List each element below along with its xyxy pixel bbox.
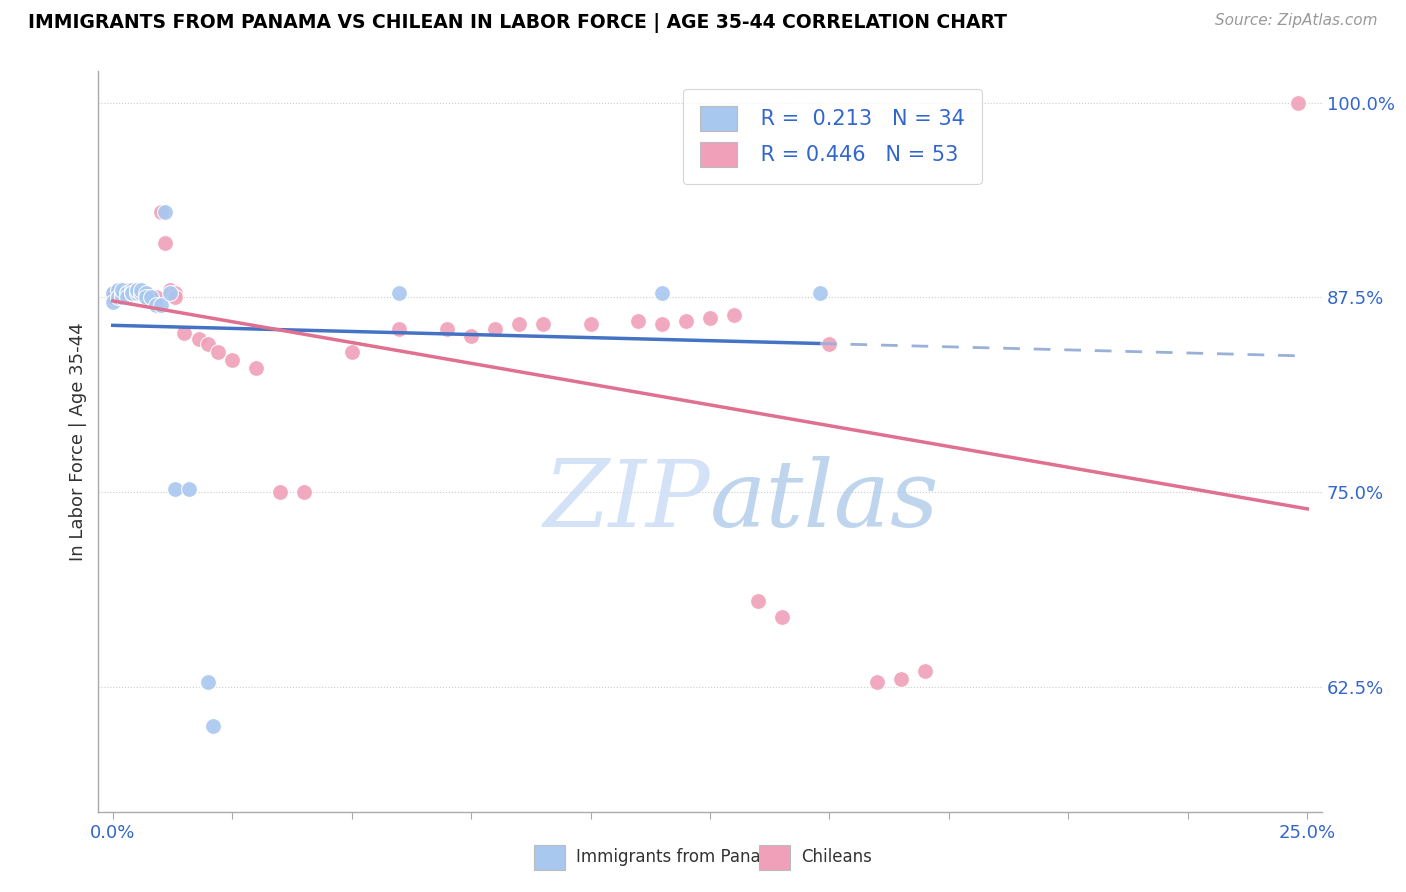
Point bbox=[245, 360, 267, 375]
Point bbox=[202, 719, 225, 733]
Point bbox=[155, 204, 177, 219]
Point bbox=[107, 290, 129, 304]
Point bbox=[121, 285, 143, 300]
Point bbox=[135, 290, 157, 304]
Point bbox=[125, 283, 148, 297]
Point bbox=[131, 285, 153, 300]
Point bbox=[121, 285, 143, 300]
Point bbox=[627, 314, 650, 328]
Point bbox=[159, 285, 181, 300]
Point bbox=[747, 594, 769, 608]
Point bbox=[770, 610, 793, 624]
Point bbox=[125, 285, 148, 300]
Point bbox=[125, 283, 148, 297]
Point bbox=[723, 308, 745, 322]
Point bbox=[139, 290, 162, 304]
Point bbox=[121, 285, 143, 300]
Point bbox=[163, 290, 186, 304]
Point bbox=[135, 285, 157, 300]
Text: ZIP: ZIP bbox=[543, 456, 710, 546]
Text: Immigrants from Panama: Immigrants from Panama bbox=[576, 848, 787, 866]
Point bbox=[139, 290, 162, 304]
Point bbox=[115, 285, 138, 300]
Point bbox=[115, 283, 138, 297]
Point bbox=[135, 285, 157, 300]
Point bbox=[145, 298, 167, 312]
Point bbox=[135, 290, 157, 304]
Point bbox=[131, 285, 153, 300]
Point bbox=[340, 345, 363, 359]
Point bbox=[115, 290, 138, 304]
Point bbox=[121, 283, 143, 297]
Point bbox=[460, 329, 482, 343]
Point bbox=[101, 290, 124, 304]
Point bbox=[890, 672, 912, 686]
Point bbox=[107, 283, 129, 297]
Point bbox=[436, 321, 458, 335]
Point bbox=[173, 326, 195, 341]
Text: Chileans: Chileans bbox=[801, 848, 872, 866]
Point bbox=[107, 290, 129, 304]
Point bbox=[115, 285, 138, 300]
Point bbox=[121, 285, 143, 300]
Point bbox=[149, 298, 172, 312]
Point bbox=[125, 285, 148, 300]
Point bbox=[111, 283, 134, 297]
Point bbox=[197, 337, 219, 351]
Point bbox=[121, 283, 143, 297]
Point bbox=[149, 204, 172, 219]
Point bbox=[508, 317, 530, 331]
Point bbox=[531, 317, 554, 331]
Point bbox=[221, 352, 243, 367]
Point bbox=[115, 285, 138, 300]
Point bbox=[111, 285, 134, 300]
Point bbox=[101, 285, 124, 300]
Point bbox=[292, 485, 315, 500]
Point bbox=[115, 285, 138, 300]
Point bbox=[207, 345, 229, 359]
Point bbox=[145, 290, 167, 304]
Point bbox=[675, 314, 697, 328]
Point bbox=[111, 290, 134, 304]
Point bbox=[914, 665, 936, 679]
Point bbox=[866, 675, 889, 690]
Legend:  R =  0.213   N = 34,  R = 0.446   N = 53: R = 0.213 N = 34, R = 0.446 N = 53 bbox=[683, 89, 981, 184]
Y-axis label: In Labor Force | Age 35-44: In Labor Force | Age 35-44 bbox=[69, 322, 87, 561]
Text: atlas: atlas bbox=[710, 456, 939, 546]
Point bbox=[808, 285, 831, 300]
Point bbox=[699, 310, 721, 325]
Point bbox=[125, 285, 148, 300]
Point bbox=[125, 283, 148, 297]
Point bbox=[111, 285, 134, 300]
Point bbox=[107, 283, 129, 297]
Point bbox=[111, 283, 134, 297]
Point bbox=[197, 675, 219, 690]
Point bbox=[579, 317, 602, 331]
Point bbox=[651, 317, 673, 331]
Point bbox=[131, 283, 153, 297]
Point bbox=[818, 337, 841, 351]
Point bbox=[179, 482, 201, 496]
Point bbox=[651, 285, 673, 300]
Point bbox=[111, 285, 134, 300]
Point bbox=[484, 321, 506, 335]
Point bbox=[388, 285, 411, 300]
Point bbox=[131, 283, 153, 297]
Point bbox=[159, 283, 181, 297]
Point bbox=[187, 333, 209, 347]
Point bbox=[1286, 95, 1309, 110]
Point bbox=[269, 485, 291, 500]
Point bbox=[101, 285, 124, 300]
Point bbox=[163, 482, 186, 496]
Point bbox=[101, 295, 124, 310]
Text: IMMIGRANTS FROM PANAMA VS CHILEAN IN LABOR FORCE | AGE 35-44 CORRELATION CHART: IMMIGRANTS FROM PANAMA VS CHILEAN IN LAB… bbox=[28, 13, 1007, 33]
Point bbox=[163, 285, 186, 300]
Point bbox=[155, 235, 177, 250]
Point bbox=[388, 321, 411, 335]
Text: Source: ZipAtlas.com: Source: ZipAtlas.com bbox=[1215, 13, 1378, 29]
